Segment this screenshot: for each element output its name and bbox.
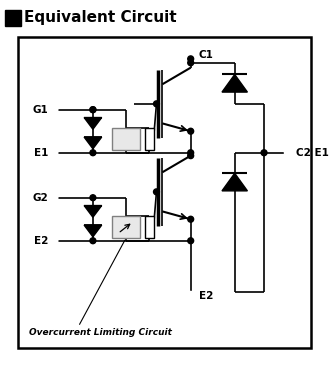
Text: E1: E1 bbox=[34, 148, 48, 158]
Polygon shape bbox=[222, 74, 248, 92]
Text: G1: G1 bbox=[32, 105, 48, 115]
Bar bbox=[113, 216, 140, 238]
Text: E2: E2 bbox=[34, 236, 48, 246]
Circle shape bbox=[90, 150, 96, 156]
Circle shape bbox=[188, 60, 194, 66]
Bar bbox=[113, 128, 140, 150]
Text: Equivalent Circuit: Equivalent Circuit bbox=[24, 10, 177, 25]
Bar bbox=[145, 128, 153, 150]
Circle shape bbox=[187, 292, 195, 299]
Circle shape bbox=[188, 150, 194, 156]
Circle shape bbox=[90, 107, 96, 112]
Polygon shape bbox=[84, 118, 102, 129]
Text: C2 E1: C2 E1 bbox=[296, 148, 329, 158]
Circle shape bbox=[50, 106, 58, 114]
Polygon shape bbox=[84, 137, 102, 149]
Text: E2: E2 bbox=[199, 290, 213, 300]
Circle shape bbox=[284, 149, 292, 157]
Polygon shape bbox=[84, 206, 102, 217]
Polygon shape bbox=[222, 173, 248, 191]
Circle shape bbox=[90, 238, 96, 244]
Bar bbox=[145, 216, 153, 238]
Circle shape bbox=[153, 189, 159, 195]
Bar bbox=[18, 37, 311, 348]
Circle shape bbox=[50, 149, 58, 157]
Circle shape bbox=[188, 56, 194, 62]
Text: C1: C1 bbox=[199, 50, 213, 60]
Circle shape bbox=[188, 238, 194, 244]
Text: Overcurrent Limiting Circuit: Overcurrent Limiting Circuit bbox=[29, 328, 172, 337]
Circle shape bbox=[188, 128, 194, 134]
Circle shape bbox=[261, 150, 267, 156]
Circle shape bbox=[188, 153, 194, 159]
Circle shape bbox=[50, 237, 58, 245]
Polygon shape bbox=[84, 225, 102, 237]
Circle shape bbox=[188, 216, 194, 222]
Circle shape bbox=[90, 107, 96, 112]
Circle shape bbox=[90, 195, 96, 201]
Bar bbox=[5, 10, 20, 26]
Circle shape bbox=[187, 51, 195, 59]
Circle shape bbox=[50, 194, 58, 202]
Text: G2: G2 bbox=[32, 193, 48, 203]
Circle shape bbox=[153, 101, 159, 107]
